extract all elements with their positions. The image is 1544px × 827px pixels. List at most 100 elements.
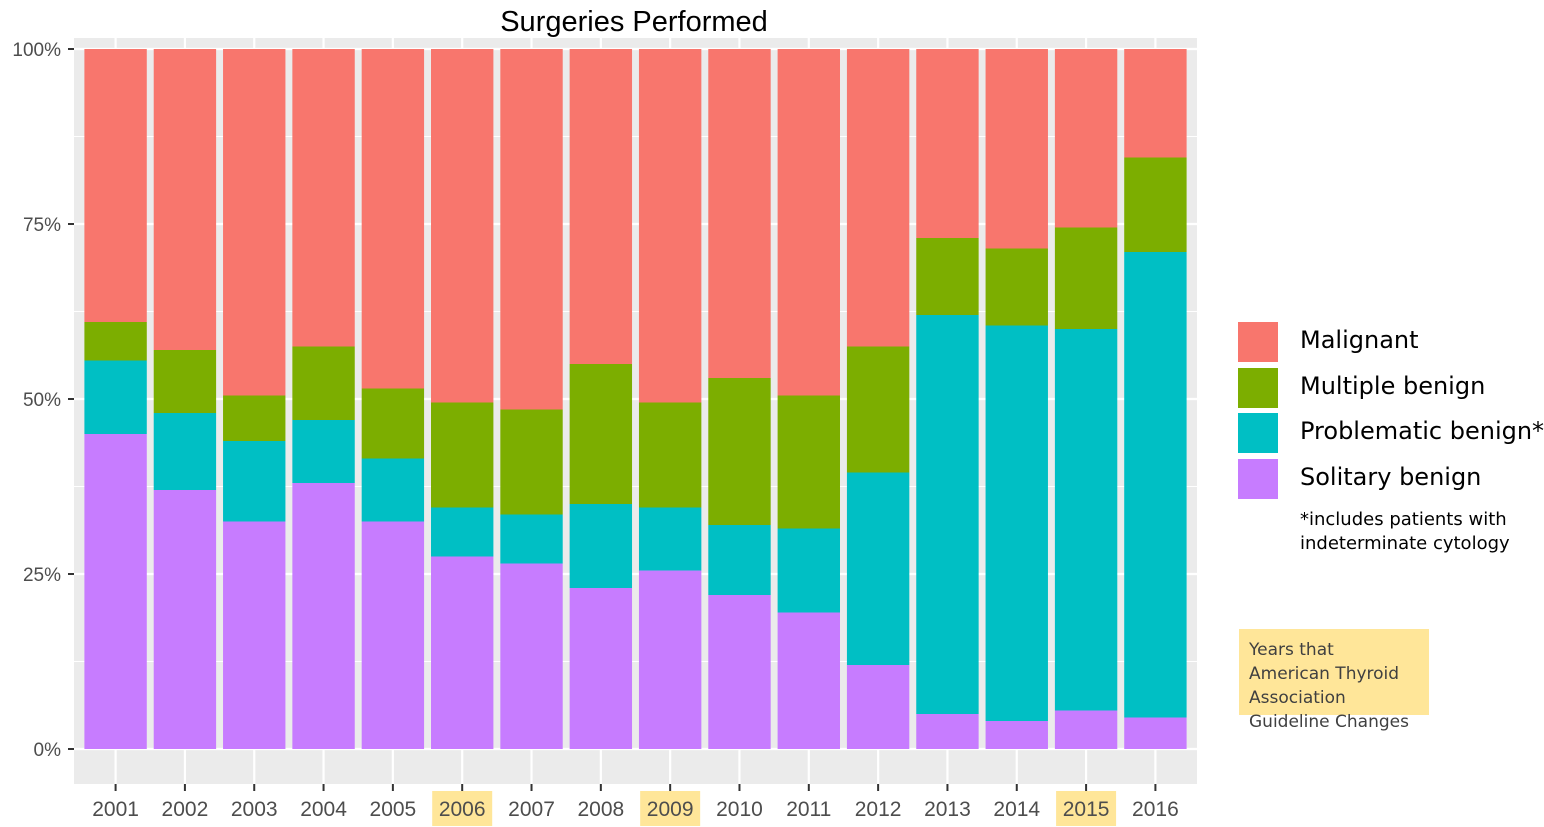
bar-segment-solitary-benign [638, 570, 702, 749]
bar-segment-problematic-benign [292, 420, 355, 483]
bar-segment-malignant [153, 49, 217, 350]
bar-segment-solitary-benign [708, 595, 771, 749]
bar-segment-multiple-benign [500, 409, 563, 515]
x-tick-label: 2005 [370, 798, 417, 821]
legend-label: Problematic benign* [1300, 417, 1544, 445]
footnote: *includes patients with indeterminate cy… [1300, 509, 1510, 554]
x-tick-label: 2007 [508, 798, 555, 821]
x-axis: 2001 2002 2003 2004 2005 2006 2007 2008 2009 2010… [92, 784, 1179, 826]
x-tick-label: 2003 [231, 798, 278, 821]
bar-segment-malignant [223, 49, 286, 396]
bar-segment-problematic-benign [361, 458, 425, 522]
y-tick-label: 0% [34, 740, 62, 761]
bar-segment-multiple-benign [638, 402, 702, 508]
bar-segment-solitary-benign [1054, 710, 1118, 749]
x-tick-label: 2008 [577, 798, 624, 821]
bar-segment-multiple-benign [1054, 227, 1118, 329]
bar-segment-malignant [708, 49, 771, 378]
bar-segment-problematic-benign [153, 413, 217, 490]
guideline-year-highlight [1056, 791, 1117, 826]
bar-segment-problematic-benign [708, 525, 771, 595]
x-tick-label: 2010 [716, 798, 763, 821]
legend-key [1238, 367, 1278, 408]
bar-segment-multiple-benign [777, 395, 840, 529]
bar-segment-malignant [846, 49, 910, 347]
bar-segment-multiple-benign [84, 322, 147, 361]
bar-segment-multiple-benign [292, 346, 355, 420]
bar-segment-multiple-benign [985, 248, 1048, 326]
bar-segment-solitary-benign [361, 521, 425, 749]
bar-segment-malignant [361, 49, 425, 389]
bar-segment-solitary-benign [1124, 717, 1187, 749]
bar-segment-malignant [1054, 49, 1118, 228]
bar-segment-malignant [84, 49, 147, 322]
bar-segment-malignant [431, 49, 494, 403]
x-tick-label: 2006 [439, 798, 486, 821]
bar-segment-problematic-benign [638, 507, 702, 571]
bar-segment-multiple-benign [431, 402, 494, 508]
bar-segment-solitary-benign [153, 490, 217, 749]
bar-segment-solitary-benign [569, 588, 633, 749]
bar-segment-multiple-benign [361, 388, 425, 459]
bar-segment-solitary-benign [985, 721, 1048, 749]
bar-segment-problematic-benign [84, 360, 147, 434]
bar-segment-malignant [916, 49, 979, 238]
bar-segment-problematic-benign [223, 441, 286, 522]
chart-title: Surgeries Performed [500, 6, 768, 38]
x-tick-label: 2014 [993, 798, 1040, 821]
bar-segment-problematic-benign [431, 507, 494, 557]
legend-label: Malignant [1300, 326, 1419, 354]
legend-key [1238, 322, 1278, 362]
x-tick-label: 2013 [924, 798, 971, 821]
bars [84, 49, 1187, 749]
x-tick-label: 2016 [1132, 798, 1179, 821]
bar-segment-solitary-benign [431, 556, 494, 749]
bar-segment-multiple-benign [916, 238, 979, 315]
bar-segment-solitary-benign [84, 434, 147, 749]
bar-segment-multiple-benign [1124, 157, 1187, 252]
bar-segment-problematic-benign [916, 315, 979, 714]
x-tick-label: 2009 [647, 798, 694, 821]
bar-segment-solitary-benign [916, 714, 979, 749]
bar-segment-multiple-benign [708, 378, 771, 525]
x-tick-label: 2012 [855, 798, 902, 821]
legend-label: Multiple benign [1300, 371, 1486, 400]
bar-segment-malignant [638, 49, 702, 403]
bar-segment-problematic-benign [777, 528, 840, 613]
bar-segment-problematic-benign [500, 514, 563, 564]
bar-segment-solitary-benign [223, 521, 286, 749]
x-tick-label: 2002 [162, 798, 209, 821]
legend-label: Solitary benign [1300, 462, 1482, 491]
bar-segment-malignant [985, 49, 1048, 249]
x-tick-label: 2004 [300, 798, 347, 821]
bar-segment-solitary-benign [777, 612, 840, 749]
bar-segment-solitary-benign [292, 483, 355, 749]
x-tick-label: 2011 [786, 798, 831, 821]
bar-segment-solitary-benign [500, 563, 563, 749]
x-tick-label: 2001 [92, 798, 139, 821]
bar-segment-problematic-benign [846, 472, 910, 665]
bar-segment-problematic-benign [985, 325, 1048, 721]
bar-segment-malignant [292, 49, 355, 347]
bar-segment-malignant [500, 49, 563, 410]
bar-segment-multiple-benign [223, 395, 286, 441]
y-tick-label: 100% [12, 40, 61, 61]
legend-key [1238, 413, 1278, 453]
bar-segment-multiple-benign [846, 346, 910, 473]
bar-segment-multiple-benign [153, 350, 217, 413]
bar-segment-multiple-benign [569, 364, 633, 504]
bar-segment-problematic-benign [1124, 252, 1187, 718]
guideline-year-highlight [640, 791, 701, 826]
legend-key [1238, 458, 1278, 499]
bar-segment-problematic-benign [569, 504, 633, 588]
x-tick-label: 2015 [1063, 798, 1110, 821]
bar-segment-malignant [1124, 49, 1187, 158]
bar-segment-problematic-benign [1054, 329, 1118, 711]
bar-segment-malignant [777, 49, 840, 396]
y-tick-label: 50% [23, 390, 61, 411]
y-axis: 0% 25% 50% 75% 100% [12, 40, 74, 761]
bar-segment-solitary-benign [846, 665, 910, 749]
guideline-note-box: Years that American Thyroid Association … [1239, 629, 1429, 732]
y-tick-label: 75% [23, 215, 61, 236]
